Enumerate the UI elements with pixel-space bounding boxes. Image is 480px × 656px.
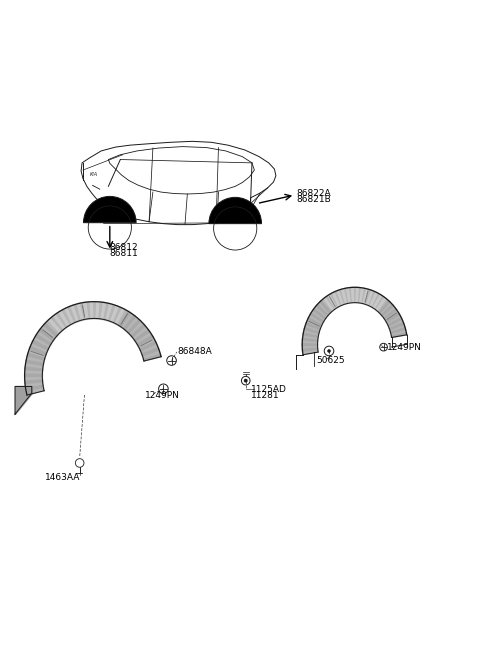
Polygon shape (391, 333, 407, 337)
Polygon shape (342, 289, 347, 304)
Text: 50625: 50625 (317, 356, 345, 365)
Polygon shape (90, 302, 93, 319)
Polygon shape (134, 329, 150, 341)
Polygon shape (36, 335, 51, 345)
Text: 1249PN: 1249PN (387, 342, 422, 352)
Text: 11281: 11281 (251, 392, 279, 400)
Text: 86812: 86812 (110, 243, 138, 252)
Polygon shape (389, 323, 404, 330)
Circle shape (244, 379, 248, 382)
Polygon shape (128, 319, 141, 333)
Text: KIA: KIA (90, 173, 98, 177)
Polygon shape (379, 300, 390, 314)
Wedge shape (209, 197, 262, 224)
Text: 1249PN: 1249PN (145, 392, 180, 400)
Polygon shape (59, 311, 69, 326)
Text: 1125AD: 1125AD (251, 385, 287, 394)
Polygon shape (65, 308, 73, 324)
Polygon shape (320, 300, 331, 314)
Polygon shape (302, 348, 318, 351)
Polygon shape (42, 318, 144, 391)
Polygon shape (360, 288, 363, 303)
Polygon shape (384, 308, 397, 319)
Text: 86811: 86811 (110, 249, 139, 258)
Polygon shape (351, 287, 354, 302)
Polygon shape (337, 290, 343, 305)
Text: 86822A: 86822A (297, 188, 331, 197)
Polygon shape (26, 360, 44, 365)
Text: 86848A: 86848A (178, 348, 213, 356)
Polygon shape (43, 323, 58, 337)
Polygon shape (77, 303, 83, 320)
Polygon shape (144, 354, 161, 361)
Polygon shape (101, 302, 106, 319)
Polygon shape (142, 348, 159, 356)
Polygon shape (302, 344, 318, 346)
Polygon shape (382, 304, 394, 316)
Polygon shape (308, 318, 322, 326)
Polygon shape (306, 323, 321, 330)
Polygon shape (303, 333, 318, 337)
Polygon shape (96, 302, 99, 319)
Polygon shape (29, 346, 47, 355)
Polygon shape (131, 324, 145, 337)
Polygon shape (84, 302, 88, 319)
Polygon shape (124, 315, 136, 330)
Polygon shape (367, 290, 373, 305)
Polygon shape (347, 288, 350, 303)
Circle shape (327, 350, 330, 352)
Polygon shape (110, 306, 118, 322)
Polygon shape (356, 287, 358, 302)
Polygon shape (302, 338, 318, 341)
Polygon shape (25, 367, 43, 371)
Polygon shape (115, 308, 124, 324)
Polygon shape (48, 319, 61, 333)
Polygon shape (324, 297, 334, 311)
Polygon shape (27, 354, 45, 360)
Wedge shape (84, 196, 136, 222)
Polygon shape (313, 308, 326, 319)
Polygon shape (106, 304, 112, 320)
Polygon shape (370, 292, 377, 307)
Text: 1463AA: 1463AA (45, 473, 80, 482)
Polygon shape (137, 335, 153, 346)
Polygon shape (140, 341, 156, 351)
Polygon shape (316, 304, 328, 316)
Polygon shape (32, 340, 48, 350)
Polygon shape (120, 312, 130, 327)
Polygon shape (53, 314, 65, 329)
Text: 86821B: 86821B (297, 195, 331, 204)
Polygon shape (15, 386, 32, 414)
Polygon shape (391, 328, 406, 333)
Polygon shape (25, 385, 43, 390)
Polygon shape (302, 287, 407, 355)
Polygon shape (332, 292, 340, 307)
Polygon shape (386, 313, 400, 323)
Polygon shape (39, 329, 54, 340)
Polygon shape (71, 305, 78, 321)
Polygon shape (310, 313, 324, 323)
Polygon shape (388, 318, 402, 326)
Polygon shape (304, 328, 319, 333)
Polygon shape (25, 380, 43, 384)
Polygon shape (24, 302, 161, 395)
Polygon shape (328, 295, 336, 308)
Polygon shape (376, 297, 386, 311)
Polygon shape (373, 295, 382, 308)
Polygon shape (363, 289, 368, 304)
Polygon shape (24, 374, 42, 377)
